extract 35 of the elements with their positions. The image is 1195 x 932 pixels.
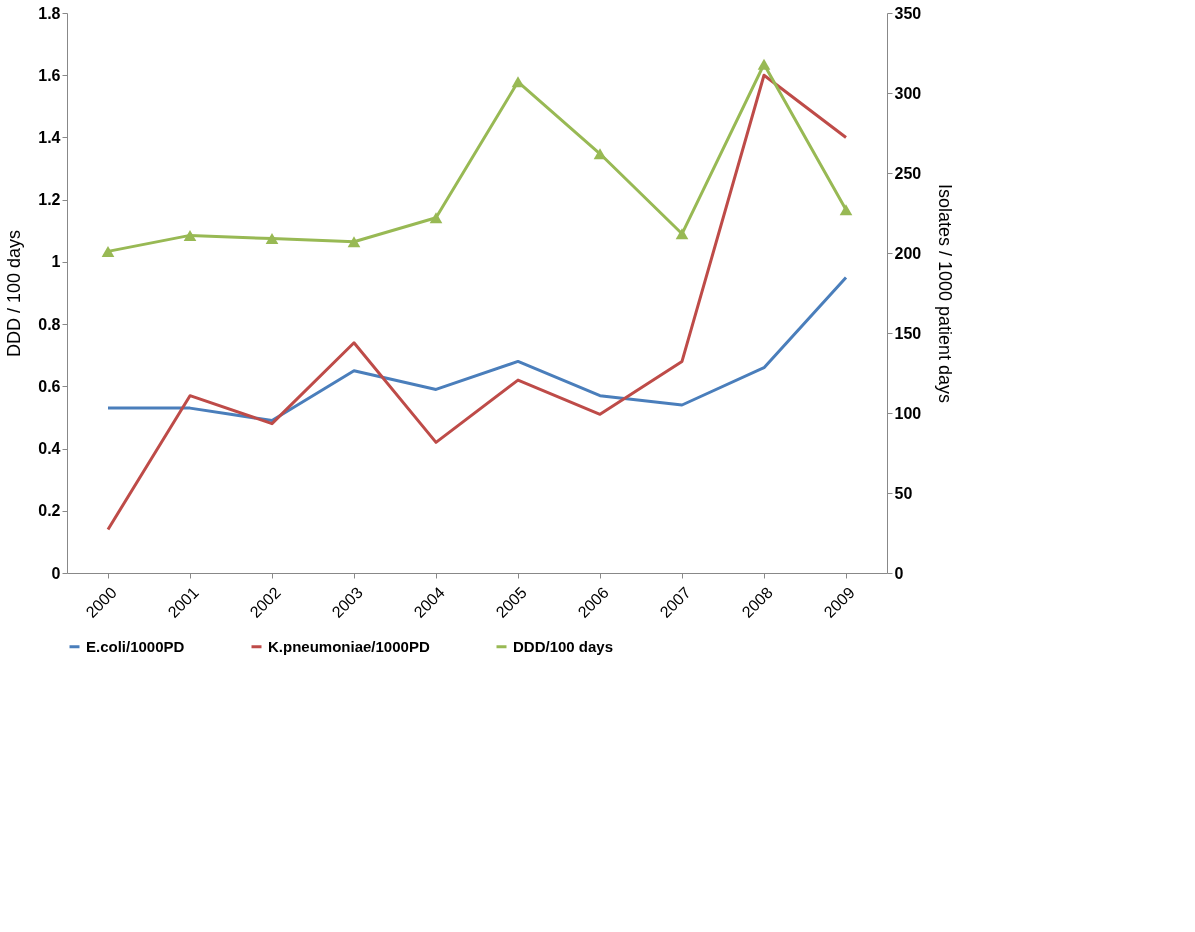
y2-axis-title: Isolates / 1000 patient days [935, 183, 956, 404]
y2-tick-label: 50 [894, 484, 913, 502]
point [511, 76, 525, 88]
legend-label: K.pneumoniae/1000PD [268, 637, 430, 655]
y2-tick-label: 100 [894, 404, 922, 422]
y-tick-label: 0.2 [38, 502, 61, 520]
legend-label: E.coli/1000PD [86, 637, 185, 655]
y-axis-title: DDD / 100 days [4, 229, 25, 358]
point [183, 229, 197, 241]
y-tick-label: 1.6 [38, 66, 61, 84]
point [429, 212, 443, 224]
y-tick-label: 0 [51, 564, 61, 582]
point [101, 245, 115, 257]
point [593, 148, 607, 160]
y2-tick-label: 200 [894, 244, 922, 262]
point [757, 58, 771, 70]
legend-label: DDD/100 days [513, 637, 614, 655]
y-tick-label: 1.8 [38, 4, 61, 22]
point [839, 204, 853, 216]
y-tick-label: 0.4 [38, 440, 61, 458]
line-series [106, 275, 848, 423]
y2-tick-label: 350 [894, 4, 922, 22]
point [265, 233, 279, 245]
y2-tick-label: 250 [894, 164, 922, 182]
point [347, 236, 361, 248]
point [675, 228, 689, 240]
y2-tick-label: 300 [894, 84, 922, 102]
y-tick-label: 1 [51, 253, 61, 271]
y-tick-label: 0.6 [38, 377, 61, 395]
y-tick-label: 1.2 [38, 191, 61, 209]
y-tick-label: 0.8 [38, 315, 61, 333]
line-series [106, 73, 848, 531]
y-tick-label: 1.4 [38, 128, 61, 146]
y2-tick-label: 0 [894, 564, 904, 582]
y2-tick-label: 150 [894, 324, 922, 342]
